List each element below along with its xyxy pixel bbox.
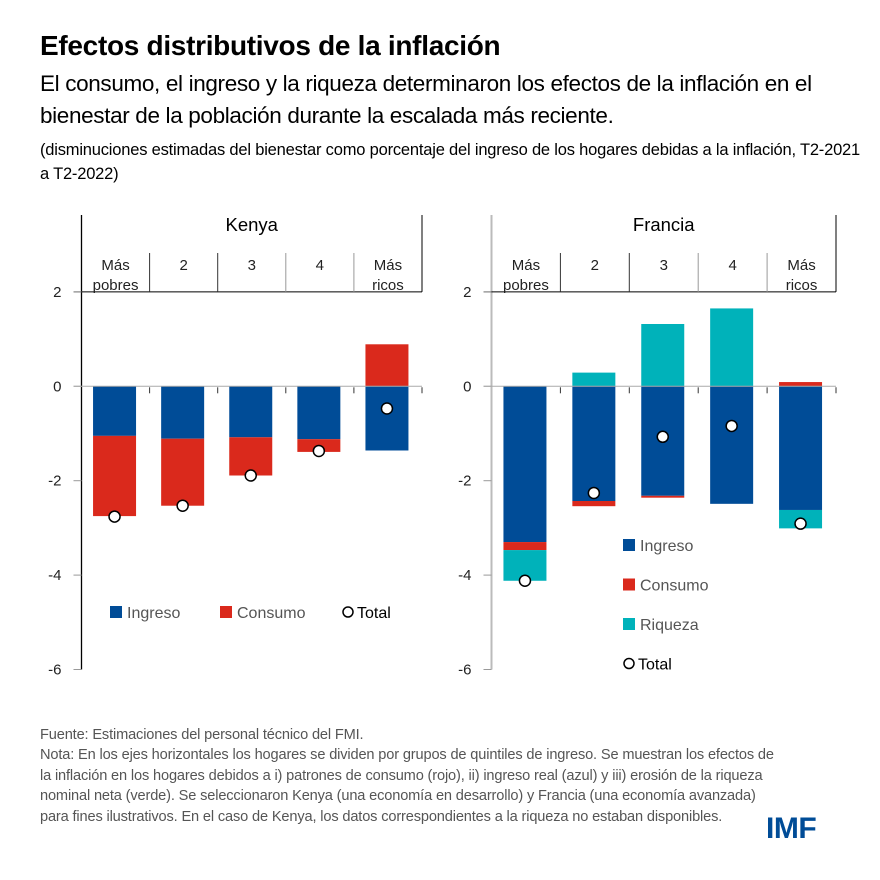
panel-0-y-tick-label: 0 <box>53 378 61 395</box>
panel-0-total-marker <box>108 510 121 523</box>
panel-1-category-label: 3 <box>660 257 668 274</box>
charts-canvas: Kenya Más pobres 2 3 4 Más ricos 2 0 -2 -4 -6 Ingreso… <box>48 214 837 679</box>
panel-1-legend-swatch-consumo <box>623 578 635 591</box>
explanatory-note: Nota: En los ejes horizontales los hogar… <box>40 747 774 825</box>
panel-1-category-label: 4 <box>728 257 736 274</box>
panel-0-category-label: 4 <box>316 257 324 274</box>
panel-0-category-label: 2 <box>179 257 187 274</box>
panel-1-total-marker <box>587 486 601 500</box>
panel-1-category-label: Más <box>787 257 815 274</box>
panel-1-category-label: ricos <box>786 277 818 294</box>
panel-0-total-marker <box>312 444 326 458</box>
panel-0-bar-ingreso <box>297 386 341 440</box>
panel-1-bar-ingreso <box>779 386 823 510</box>
panel-1-y-tick-label: -6 <box>458 662 471 679</box>
panel-0-category-label: ricos <box>372 277 404 294</box>
panel-0-legend-swatch-ingreso <box>110 606 122 618</box>
panel-1-bar-riqueza <box>641 323 685 387</box>
panel-0-bar-consumo <box>161 438 205 506</box>
panel-0-bar-ingreso <box>161 386 205 439</box>
panel-1-bar-riqueza <box>572 372 616 387</box>
panel-1-legend-swatch-ingreso <box>623 539 635 551</box>
panel-0-bar-ingreso <box>365 386 409 451</box>
panel-1-total-marker <box>725 419 738 433</box>
panel-0-y-tick-label: -2 <box>48 473 61 490</box>
panel-0-legend-label: Total <box>357 605 391 622</box>
chart-title: Efectos distributivos de la inflación <box>40 30 501 61</box>
panel-1-bar-consumo <box>503 542 547 551</box>
panel-1-y-tick-label: -2 <box>458 473 471 490</box>
panel-1-legend-label: Consumo <box>640 578 709 595</box>
panel-0-bar-consumo <box>93 435 137 517</box>
panel-1-category-label: 2 <box>591 257 599 274</box>
panel-1-bar-riqueza <box>710 308 754 387</box>
panel-1-total-marker <box>794 517 807 530</box>
panel-1-legend-label: Riqueza <box>640 617 699 634</box>
footer-notes: Fuente: Estimaciones del personal técnic… <box>40 725 780 827</box>
imf-logo: IMF <box>766 812 817 845</box>
panel-1-legend-swatch-riqueza <box>623 618 635 630</box>
panel-1-total-marker <box>518 574 532 588</box>
panel-0-legend-swatch-consumo <box>220 606 232 618</box>
panel-0-total-marker <box>380 402 394 415</box>
panel-1-bar-ingreso <box>503 386 547 543</box>
panel-1-y-tick-label: -4 <box>458 567 471 584</box>
panel-0-panel-title: Kenya <box>226 214 279 235</box>
panel-1-category-label: Más <box>512 257 540 274</box>
panel-0-category-label: Más <box>101 257 129 274</box>
chart-units-note: (disminuciones estimadas del bienestar c… <box>40 141 861 183</box>
panel-1-total-marker <box>656 430 669 444</box>
source-note: Fuente: Estimaciones del personal técnic… <box>40 727 364 743</box>
panel-0-total-marker <box>244 469 257 482</box>
panel-0-y-tick-label: -4 <box>48 567 61 584</box>
panel-1-legend-label: Total <box>638 657 672 674</box>
panel-1-category-label: pobres <box>503 277 549 294</box>
panel-0-category-label: pobres <box>93 277 139 294</box>
panel-1-y-tick-label: 0 <box>463 378 471 395</box>
panel-0-category-label: Más <box>374 257 402 274</box>
panel-1-y-tick-label: 2 <box>463 284 471 301</box>
panel-0-bar-ingreso <box>93 386 137 436</box>
panel-1-panel-title: Francia <box>633 214 695 235</box>
panel-1-bar-ingreso <box>572 386 616 501</box>
panel-1-legend-total-icon <box>623 657 635 670</box>
panel-0-legend-label: Ingreso <box>127 605 180 622</box>
panel-0-legend-label: Consumo <box>237 605 306 622</box>
panel-0-y-tick-label: 2 <box>53 284 61 301</box>
panel-1-bar-ingreso <box>710 386 754 504</box>
panel-1-bar-consumo <box>641 495 685 498</box>
panel-0-bar-consumo <box>365 344 409 387</box>
panel-1-bar-consumo <box>779 382 823 387</box>
panel-0-category-label: 3 <box>248 257 256 274</box>
chart-subtitle: El consumo, el ingreso y la riqueza dete… <box>40 71 812 128</box>
panel-1-bar-consumo <box>572 500 616 507</box>
panel-0-y-tick-label: -6 <box>48 662 61 679</box>
panel-1-legend-label: Ingreso <box>640 538 693 555</box>
panel-0-total-marker <box>176 499 189 512</box>
panel-0-bar-consumo <box>229 437 273 476</box>
panel-0-bar-ingreso <box>229 386 273 438</box>
panel-0-legend-total-icon <box>342 606 354 618</box>
